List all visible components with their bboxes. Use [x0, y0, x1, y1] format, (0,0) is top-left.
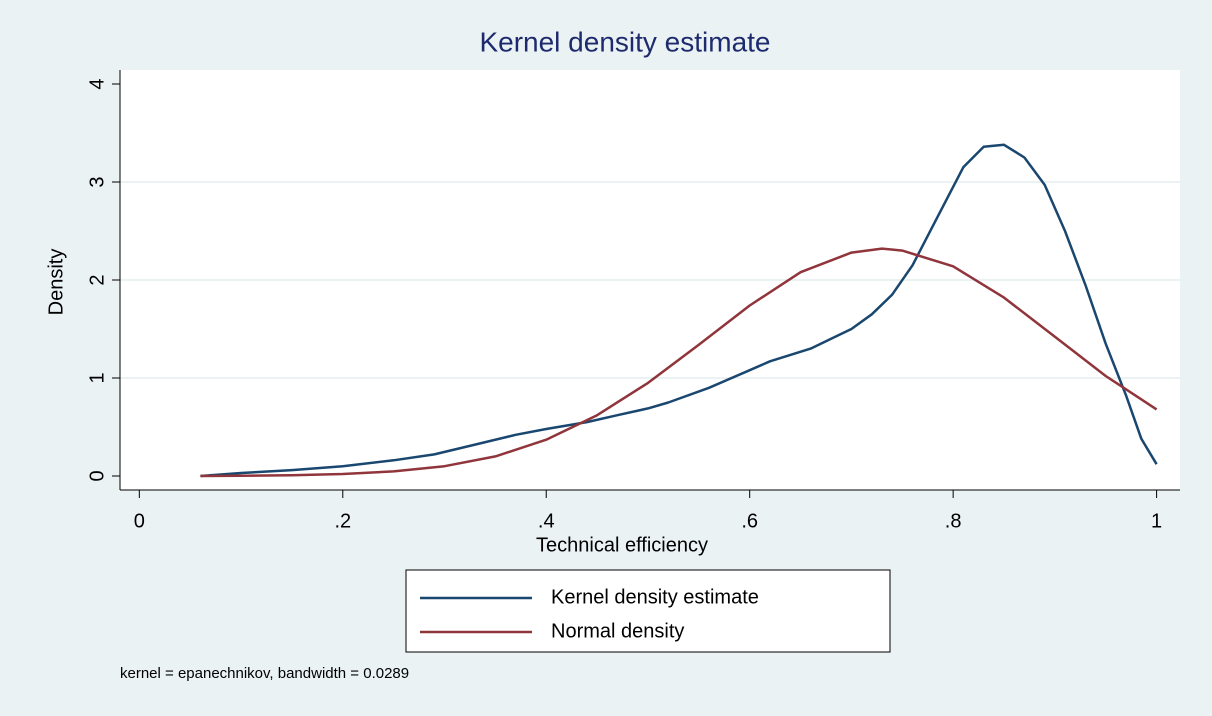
legend-label: Normal density	[551, 620, 684, 642]
legend	[405, 569, 891, 653]
y-tick-label: 0	[86, 470, 108, 481]
x-tick-label: .4	[538, 510, 555, 532]
x-tick-label: .8	[945, 510, 962, 532]
x-tick-label: 1	[1151, 510, 1162, 532]
x-tick-label: .2	[334, 510, 351, 532]
x-tick-label: .6	[741, 510, 758, 532]
chart-title: Kernel density estimate	[479, 26, 770, 57]
y-axis-label: Density	[45, 249, 67, 316]
y-tick-label: 4	[86, 78, 108, 89]
note: kernel = epanechnikov, bandwidth = 0.028…	[120, 665, 409, 682]
legend-label: Kernel density estimate	[551, 586, 759, 608]
x-tick-label: 0	[134, 510, 145, 532]
x-axis-label: Technical efficiency	[536, 534, 708, 556]
y-tick-label: 2	[86, 274, 108, 285]
density-line	[200, 247, 1158, 478]
y-tick-label: 3	[86, 176, 108, 187]
y-tick-label: 1	[86, 372, 108, 383]
density-line	[200, 143, 1158, 478]
